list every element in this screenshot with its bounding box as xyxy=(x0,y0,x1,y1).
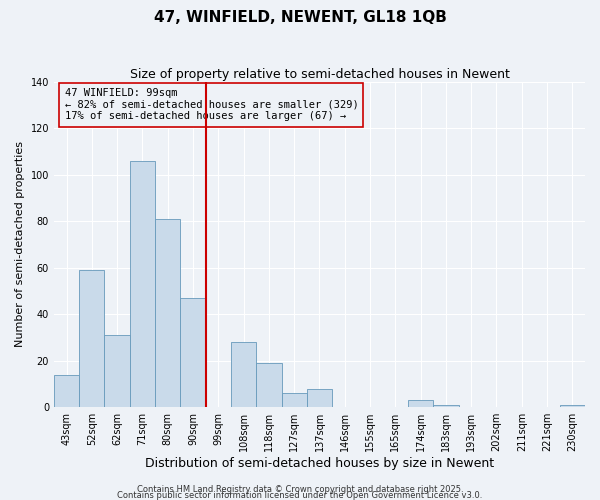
Bar xyxy=(155,219,181,407)
Y-axis label: Number of semi-detached properties: Number of semi-detached properties xyxy=(15,142,25,348)
Text: 47, WINFIELD, NEWENT, GL18 1QB: 47, WINFIELD, NEWENT, GL18 1QB xyxy=(154,10,446,25)
Text: Contains HM Land Registry data © Crown copyright and database right 2025.: Contains HM Land Registry data © Crown c… xyxy=(137,486,463,494)
Bar xyxy=(54,374,79,407)
Bar xyxy=(560,405,585,407)
Bar xyxy=(256,363,281,407)
X-axis label: Distribution of semi-detached houses by size in Newent: Distribution of semi-detached houses by … xyxy=(145,457,494,470)
Bar xyxy=(104,335,130,407)
Bar xyxy=(408,400,433,407)
Bar xyxy=(79,270,104,407)
Bar xyxy=(281,394,307,407)
Bar xyxy=(433,405,458,407)
Bar xyxy=(181,298,206,407)
Text: 47 WINFIELD: 99sqm
← 82% of semi-detached houses are smaller (329)
17% of semi-d: 47 WINFIELD: 99sqm ← 82% of semi-detache… xyxy=(65,88,358,122)
Bar xyxy=(130,160,155,407)
Bar xyxy=(307,388,332,407)
Bar xyxy=(231,342,256,407)
Title: Size of property relative to semi-detached houses in Newent: Size of property relative to semi-detach… xyxy=(130,68,509,80)
Text: Contains public sector information licensed under the Open Government Licence v3: Contains public sector information licen… xyxy=(118,492,482,500)
